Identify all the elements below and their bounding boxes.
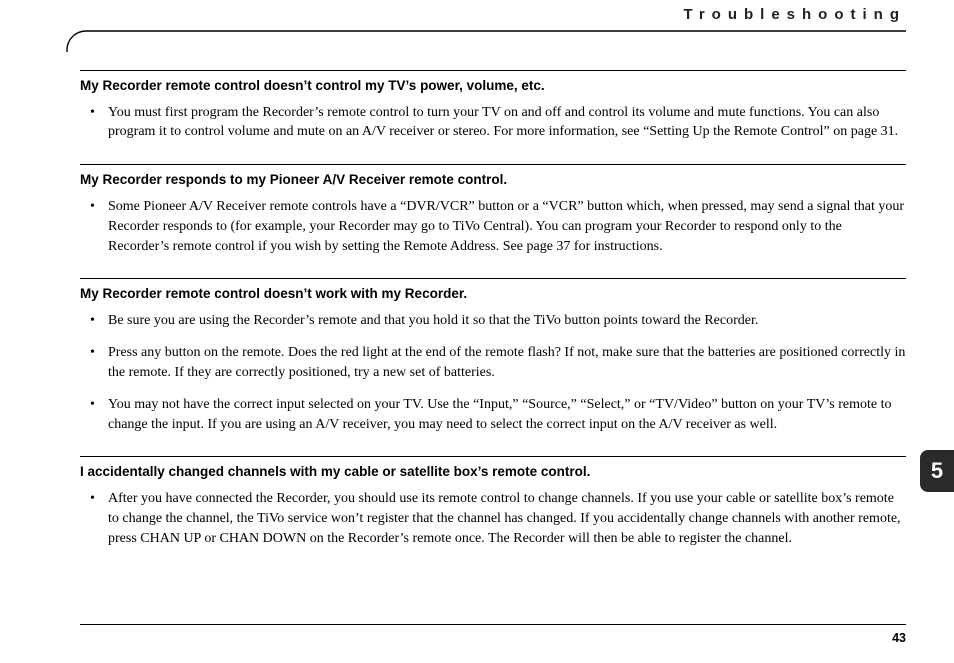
content-area: My Recorder remote control doesn’t contr… [80, 70, 906, 571]
section-rule [80, 70, 906, 71]
page: Troubleshooting My Recorder remote contr… [0, 0, 954, 663]
header-rule [66, 30, 906, 52]
page-number: 43 [892, 631, 906, 645]
section: My Recorder remote control doesn’t work … [80, 278, 906, 434]
section-heading: My Recorder remote control doesn’t work … [80, 285, 906, 303]
list-item: After you have connected the Recorder, y… [80, 489, 906, 549]
footer-rule [80, 624, 906, 625]
section-rule [80, 456, 906, 457]
section-heading: I accidentally changed channels with my … [80, 463, 906, 481]
section-heading: My Recorder remote control doesn’t contr… [80, 77, 906, 95]
item-list: You must first program the Recorder’s re… [80, 103, 906, 143]
list-item: You must first program the Recorder’s re… [80, 103, 906, 143]
section-heading: My Recorder responds to my Pioneer A/V R… [80, 171, 906, 189]
list-item: Be sure you are using the Recorder’s rem… [80, 311, 906, 331]
list-item: You may not have the correct input selec… [80, 395, 906, 435]
list-item: Some Pioneer A/V Receiver remote control… [80, 197, 906, 257]
chapter-number: 5 [931, 458, 943, 484]
section: My Recorder remote control doesn’t contr… [80, 70, 906, 142]
section-rule [80, 278, 906, 279]
section: I accidentally changed channels with my … [80, 456, 906, 548]
item-list: Some Pioneer A/V Receiver remote control… [80, 197, 906, 257]
section-rule [80, 164, 906, 165]
item-list: After you have connected the Recorder, y… [80, 489, 906, 549]
item-list: Be sure you are using the Recorder’s rem… [80, 311, 906, 434]
list-item: Press any button on the remote. Does the… [80, 343, 906, 383]
header-title: Troubleshooting [684, 6, 907, 23]
chapter-tab: 5 [920, 450, 954, 492]
section: My Recorder responds to my Pioneer A/V R… [80, 164, 906, 256]
